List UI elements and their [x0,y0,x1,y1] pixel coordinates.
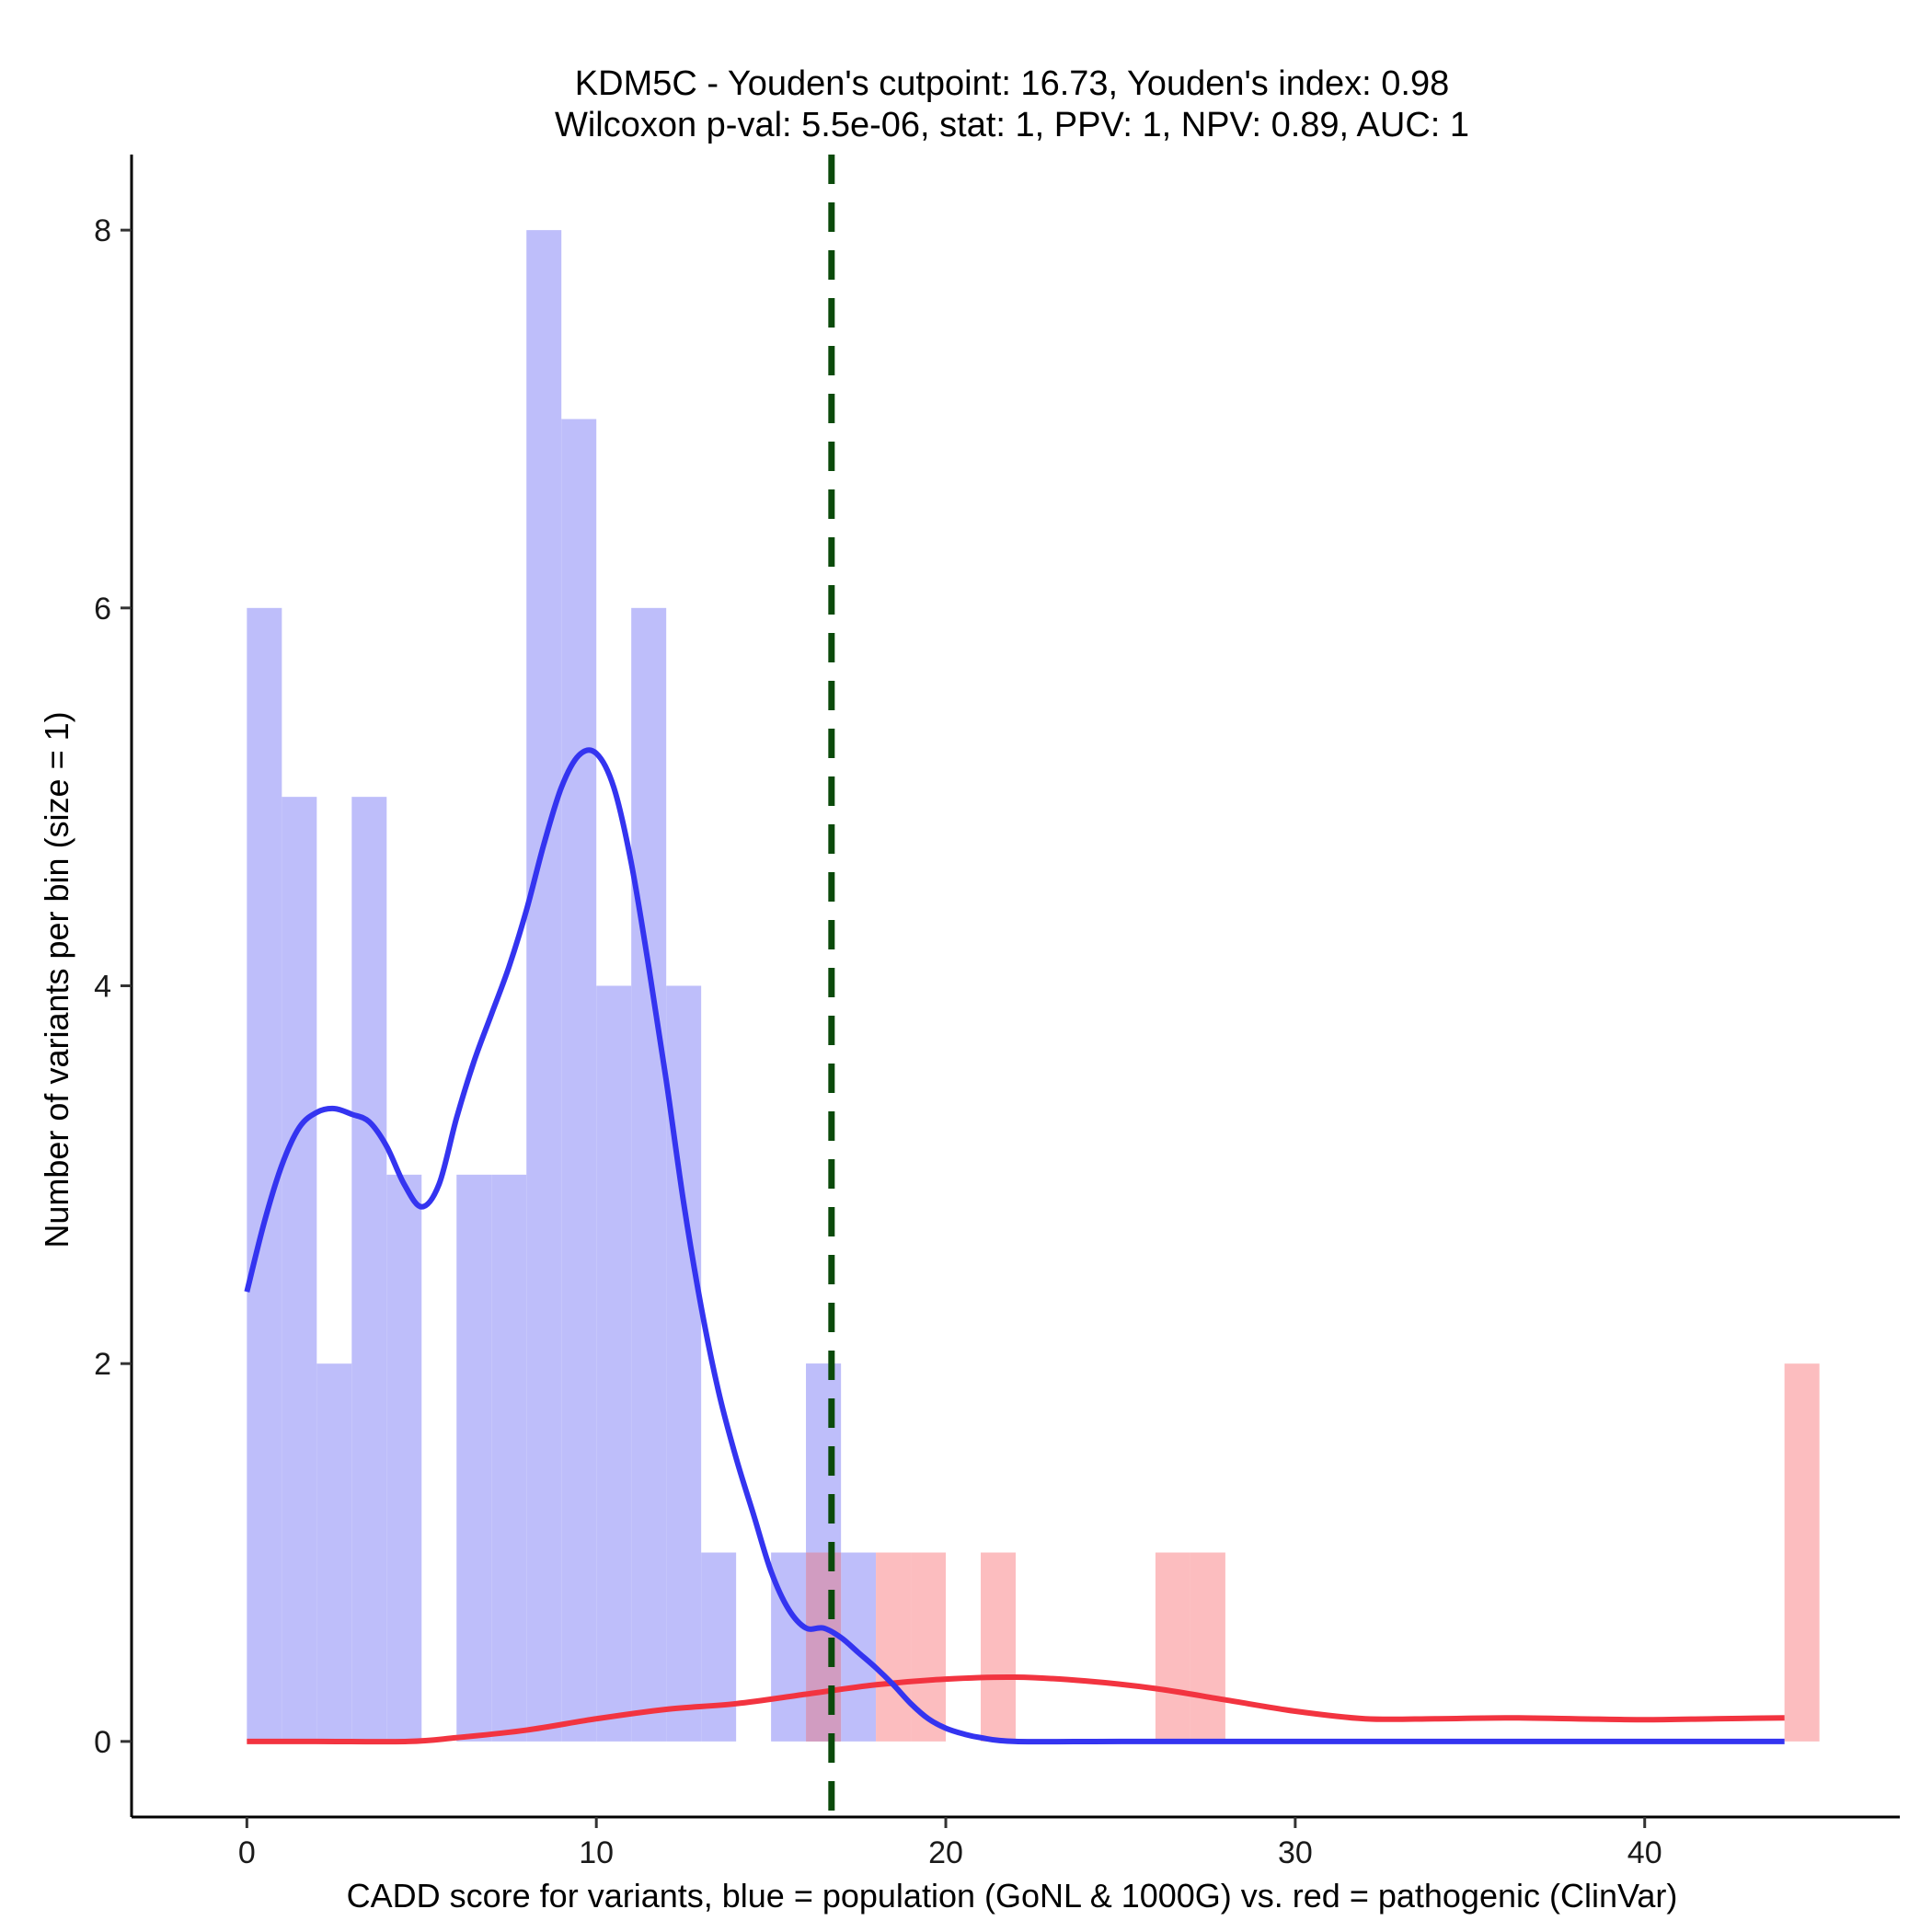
histogram-bars [247,230,1820,1742]
axes: 0 10 20 30 40 0 2 4 6 8 [94,155,1900,1870]
overlap-bar [806,1552,842,1742]
population-density-line [244,747,1785,1745]
x-tick-label: 20 [928,1835,963,1870]
pathogenic-bar [981,1552,1016,1742]
population-bar [561,419,597,1742]
x-tick-label: 30 [1278,1835,1313,1870]
population-bar [806,1363,842,1553]
population-bar [701,1552,737,1742]
pathogenic-bar [1784,1363,1820,1742]
population-bar [631,607,667,1742]
population-bar [526,230,562,1742]
x-tick-label: 40 [1627,1835,1662,1870]
y-axis-title: Number of variants per bin (size = 1) [38,711,75,1248]
population-bar [841,1552,877,1742]
y-tick-label: 4 [94,970,111,1005]
pathogenic-bar [1190,1552,1225,1742]
x-axis-title: CADD score for variants, blue = populati… [347,1877,1678,1915]
y-tick-label: 0 [94,1725,111,1760]
x-tick-label: 0 [238,1835,256,1870]
chart-title-line-2: Wilcoxon p-val: 5.5e-06, stat: 1, PPV: 1… [555,106,1469,144]
y-tick-label: 8 [94,213,111,248]
density-curves [244,747,1785,1745]
pathogenic-bar [876,1552,912,1742]
y-tick-label: 2 [94,1347,111,1382]
population-bar [491,1174,527,1742]
population-bar [456,1174,492,1742]
chart-title-line-1: KDM5C - Youden's cutpoint: 16.73, Youden… [575,64,1449,103]
population-bar [351,797,387,1742]
x-tick-label: 10 [579,1835,614,1870]
pathogenic-density-line [247,1673,1785,1745]
population-bar [316,1363,352,1742]
pathogenic-bar [911,1552,947,1742]
population-bar [386,1174,422,1742]
population-bar [282,797,317,1742]
pathogenic-bar [1155,1552,1190,1742]
y-tick-label: 6 [94,592,111,627]
population-bar [596,985,632,1742]
